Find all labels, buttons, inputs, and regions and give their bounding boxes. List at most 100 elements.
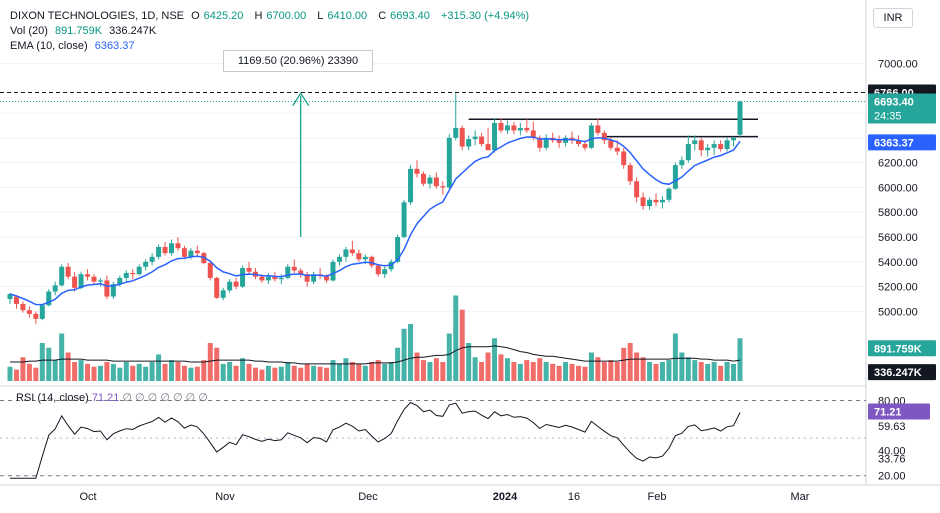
candle-body	[285, 266, 291, 278]
volume-bar	[336, 363, 342, 381]
volume-bar	[311, 365, 317, 381]
volume-bar	[343, 358, 349, 381]
volume-bar	[13, 369, 19, 381]
candle-body	[479, 136, 485, 145]
time-axis: Oct Nov Dec 2024 16 Feb Mar	[79, 491, 809, 503]
volume-bar	[220, 363, 226, 381]
candle-body	[666, 188, 672, 200]
candle-body	[608, 140, 614, 148]
volume-bar	[46, 347, 52, 381]
volume-bar	[201, 360, 207, 381]
ema-price-tag: 6363.37	[874, 137, 914, 149]
candle-body	[401, 202, 407, 238]
volume-tag-bg	[868, 340, 936, 357]
volume-bar	[724, 362, 730, 381]
volume-bar	[52, 360, 58, 381]
candle-body	[162, 246, 168, 254]
candle-body	[711, 144, 717, 148]
volume-bar	[246, 363, 252, 381]
candle-body	[123, 272, 129, 278]
currency-button[interactable]: INR	[873, 8, 913, 28]
candle-body	[78, 274, 84, 288]
candle-body	[20, 303, 26, 311]
rsi-tick-label: 20.00	[878, 471, 906, 483]
candle-body	[233, 281, 239, 287]
rsi-value: 71.21	[91, 392, 120, 404]
volume-bars	[7, 295, 743, 381]
volume-bar	[382, 363, 388, 381]
volume-bar	[181, 365, 187, 381]
candle-body	[46, 291, 52, 306]
candle-body	[453, 127, 459, 138]
candle-body	[291, 266, 297, 271]
candle-body	[375, 265, 381, 275]
candle-body	[181, 248, 187, 257]
candle-body	[272, 276, 278, 280]
volume-bar	[556, 365, 562, 381]
candle-body	[575, 140, 581, 145]
volume-bar	[705, 363, 711, 381]
volume-bar	[672, 333, 678, 381]
candle-body	[324, 275, 330, 281]
volume-bar	[679, 352, 685, 381]
candle-body	[330, 261, 336, 281]
volume-bar	[169, 360, 175, 381]
candle-body	[705, 147, 711, 151]
volume-bar	[59, 333, 65, 381]
close-value: 6693.40	[390, 10, 430, 22]
candle-body	[588, 125, 594, 148]
candle-body	[659, 199, 665, 203]
countdown-tag: 24:35	[874, 110, 902, 122]
rsi-placeholders: ∅ ∅ ∅ ∅ ∅ ∅ ∅	[122, 392, 208, 404]
volume-bar	[123, 362, 129, 381]
candle-body	[227, 281, 233, 291]
volume-bar	[498, 354, 504, 381]
volume-bar	[711, 362, 717, 381]
last-price-tag: 6693.40	[874, 96, 914, 108]
candle-body	[85, 274, 91, 277]
volume-bar	[530, 362, 536, 381]
volume-bar	[427, 362, 433, 381]
candle-body	[524, 127, 530, 131]
volume-bar	[692, 360, 698, 381]
candle-body	[220, 290, 226, 298]
high-value: 6700.00	[266, 10, 307, 22]
volume-bar	[39, 343, 45, 381]
ema-line	[9, 136, 741, 306]
volume-bar	[194, 366, 200, 381]
candle-body	[679, 160, 685, 166]
candle-body	[498, 122, 504, 131]
candle-body	[459, 127, 465, 147]
candle-body	[136, 266, 142, 275]
volume-bar	[511, 362, 517, 381]
volume-bar	[479, 362, 485, 381]
time-tick-label: Oct	[79, 491, 96, 503]
candle-body	[169, 243, 175, 254]
candle-body	[718, 144, 724, 150]
volume-bar	[459, 309, 465, 381]
candle-body	[149, 256, 155, 262]
volume-bar	[97, 365, 103, 381]
time-tick-label: 16	[568, 491, 580, 503]
volume-bar	[285, 362, 291, 381]
candle-body	[117, 277, 123, 285]
volume-bar	[537, 358, 543, 381]
volume-ma-path	[10, 345, 741, 365]
volume-bar	[685, 357, 691, 381]
candle-body	[672, 165, 678, 189]
volume-bar	[627, 343, 633, 381]
volume-bar	[78, 360, 84, 381]
volume-bar	[298, 367, 304, 381]
time-tick-label: Feb	[648, 491, 667, 503]
volume-bar	[492, 338, 498, 381]
volume-bar	[278, 366, 284, 381]
candle-body	[336, 256, 342, 262]
volume-bar	[136, 363, 142, 381]
price-tick-label: 5600.00	[878, 232, 918, 244]
candle-body	[214, 277, 220, 298]
candle-body	[52, 285, 58, 292]
volume-bar	[388, 362, 394, 381]
volume-bar	[317, 366, 323, 381]
